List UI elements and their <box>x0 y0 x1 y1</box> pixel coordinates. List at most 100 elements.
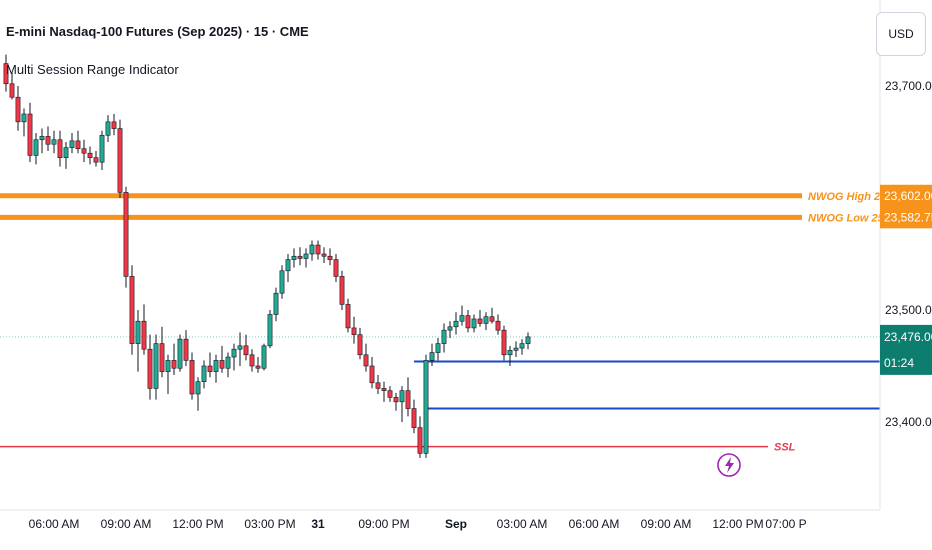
candle-body <box>483 316 489 324</box>
level-price-tag-text: 23,602.00 <box>884 189 932 203</box>
price-tick-label: 23,700.00 <box>885 79 932 93</box>
candle-body <box>141 320 147 350</box>
candle-body <box>27 113 33 156</box>
candle-body <box>375 382 381 389</box>
price-tick-label: 23,400.00 <box>885 415 932 429</box>
candle-body <box>405 390 411 409</box>
candle-body <box>417 427 423 454</box>
candle-body <box>39 136 45 141</box>
level-price-tag: 23,602.00 <box>880 184 932 207</box>
candle-body <box>303 253 309 259</box>
candle-body <box>351 327 357 335</box>
candle-body <box>207 365 213 372</box>
candle-body <box>267 314 273 347</box>
candle-body <box>321 253 327 257</box>
candle-body <box>183 338 189 361</box>
time-tick-label: Sep <box>445 517 467 531</box>
lightning-icon[interactable] <box>717 453 741 477</box>
candle-body <box>87 152 93 158</box>
candle-body <box>147 348 153 389</box>
ssl-level-label: SSL <box>774 442 796 454</box>
candle-body <box>105 121 111 136</box>
candle-body <box>357 334 363 356</box>
currency-selector[interactable]: USD <box>876 12 926 56</box>
candle-body <box>195 381 201 395</box>
candle-body <box>495 320 501 331</box>
candle-body <box>411 408 417 428</box>
candle-body <box>459 315 465 322</box>
candle-body <box>9 83 15 98</box>
level-price-tag-text: 23,582.75 <box>884 210 932 224</box>
candle-body <box>285 259 291 272</box>
candle-body <box>57 139 63 158</box>
candle-body <box>429 352 435 361</box>
candle-body <box>15 96 21 123</box>
candle-body <box>177 338 183 369</box>
candle-body <box>513 347 519 351</box>
candle-body <box>423 360 429 454</box>
candle-body <box>225 356 231 369</box>
time-tick-label: 31 <box>311 517 325 531</box>
candle-body <box>159 343 165 372</box>
candle-body <box>237 345 243 350</box>
candle-body <box>153 343 159 389</box>
candle-body <box>519 343 525 349</box>
time-tick-label: 06:00 AM <box>29 517 80 531</box>
candle-body <box>123 192 129 277</box>
candle-body <box>69 140 75 148</box>
candle-body <box>477 318 483 324</box>
time-tick-label: 09:00 AM <box>101 517 152 531</box>
candles <box>3 54 531 458</box>
level-price-tag: 23,582.75 <box>880 206 932 229</box>
candle-body <box>297 255 303 259</box>
candle-body <box>21 113 27 123</box>
candle-body <box>261 345 267 369</box>
candle-body <box>489 316 495 322</box>
candle-body <box>369 365 375 384</box>
candle-body <box>231 348 237 358</box>
candle-body <box>447 326 453 331</box>
time-tick-label: 03:00 AM <box>497 517 548 531</box>
candle-body <box>507 350 513 356</box>
candle-body <box>381 388 387 391</box>
candle-body <box>399 390 405 403</box>
candle-body <box>279 270 285 294</box>
candle-body <box>135 320 141 344</box>
candle-body <box>255 365 261 369</box>
candle-body <box>273 292 279 315</box>
candle-body <box>33 139 39 156</box>
candle-body <box>315 244 321 255</box>
time-tick-label: 12:00 PM <box>172 517 223 531</box>
level-lines: NWOG High 25.8. •NWOG Low 25.8. •SSL <box>0 191 906 454</box>
candle-body <box>441 329 447 344</box>
current-price-tag-bg <box>880 324 932 375</box>
candle-body <box>75 140 81 150</box>
level-price-tag-bg <box>880 184 932 207</box>
candle-body <box>111 121 117 129</box>
candle-body <box>309 244 315 255</box>
time-tick-label: 12:00 PM <box>712 517 763 531</box>
candle-body <box>243 345 249 356</box>
time-axis[interactable]: 06:00 AM 09:00 AM 12:00 PM 03:00 PM 31 09:00 … <box>0 509 880 531</box>
candle-body <box>471 318 477 329</box>
candle-body <box>393 397 399 403</box>
candle-body <box>525 336 531 344</box>
price-axis[interactable]: 23,700.00 23,500.00 23,400.00 <box>879 0 932 510</box>
countdown-text: 01:24 <box>884 356 914 370</box>
candle-body <box>291 255 297 260</box>
candle-body <box>501 329 507 356</box>
candle-body <box>171 360 177 369</box>
indicator-name[interactable]: Multi Session Range Indicator <box>6 62 179 77</box>
candle-body <box>465 315 471 329</box>
nwog-level-label: NWOG Low 25.8. • <box>808 212 903 224</box>
candle-body <box>387 390 393 398</box>
candle-body <box>51 139 57 145</box>
symbol-title[interactable]: E-mini Nasdaq-100 Futures (Sep 2025) · 1… <box>6 24 309 39</box>
candle-body <box>327 255 333 260</box>
candle-body <box>363 354 369 367</box>
candle-body <box>189 360 195 395</box>
candle-body <box>117 128 123 193</box>
candle-body <box>129 276 135 344</box>
candle-body <box>219 360 225 369</box>
